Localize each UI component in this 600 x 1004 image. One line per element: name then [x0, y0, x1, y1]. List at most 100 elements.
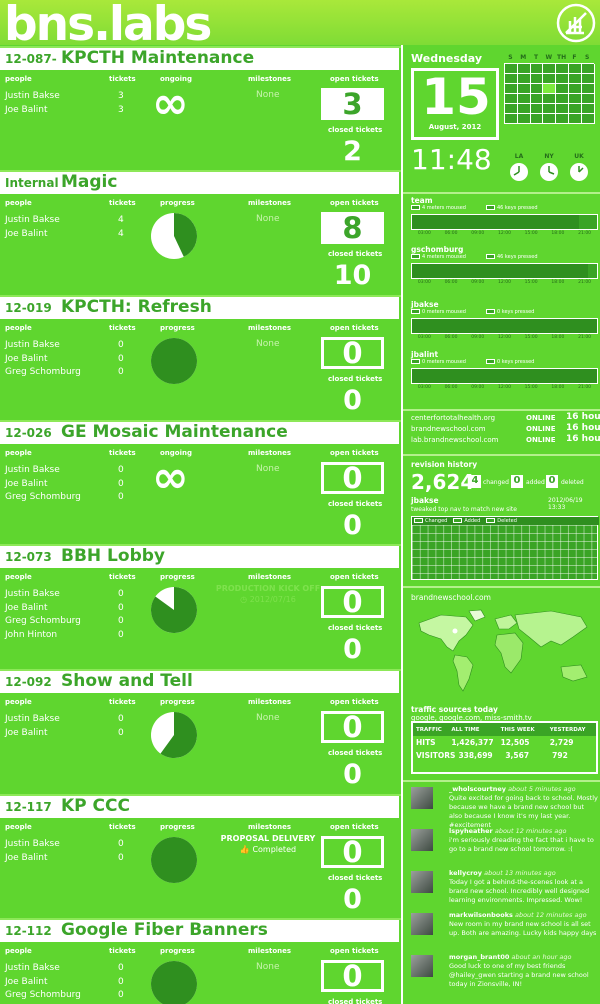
project-card[interactable]: 12-073 BBH Lobby people tickets progress mile…	[0, 544, 401, 668]
tweet-user[interactable]: morgan_brant00	[449, 953, 510, 961]
activity-chart: 4 meters moused 46 keys pressed 03:00 06:00…	[411, 251, 598, 285]
project-title-bar[interactable]: 12-112 Google Fiber Banners	[0, 920, 399, 942]
calendar-cell[interactable]	[530, 84, 544, 94]
calendar-cell[interactable]	[556, 94, 569, 104]
project-title-bar[interactable]: 12-019 KPCTH: Refresh	[0, 297, 399, 319]
open-tickets-box[interactable]: 0	[321, 462, 384, 494]
project-card[interactable]: 12-026 GE Mosaic Maintenance people tickets…	[0, 420, 401, 544]
project-card[interactable]: 12-112 Google Fiber Banners people tickets p…	[0, 918, 401, 1004]
calendar-cell[interactable]	[517, 64, 531, 74]
calendar-cell[interactable]	[581, 114, 595, 124]
tweet[interactable]: lspyheather about 12 minutes ago i'm seri…	[411, 827, 598, 869]
tweet-user[interactable]: kellycroy	[449, 869, 483, 877]
project-title-bar[interactable]: 12-087- KPCTH Maintenance	[0, 48, 399, 70]
calendar-cell[interactable]	[530, 104, 544, 114]
project-title-bar[interactable]: 12-117 KP CCC	[0, 796, 399, 818]
time-scale: 03:00 06:00 09:00 12:00 15:00 18:00 21:00	[411, 335, 598, 340]
calendar-cell[interactable]	[556, 84, 569, 94]
project-card[interactable]: Internal Magic people tickets progress milest…	[0, 170, 401, 294]
calendar-cell[interactable]	[581, 64, 595, 74]
calendar-cell[interactable]	[543, 104, 557, 114]
calendar-cell[interactable]	[543, 84, 557, 94]
avatar[interactable]	[411, 829, 433, 851]
calendar-cell[interactable]	[556, 114, 569, 124]
project-card[interactable]: 12-019 KPCTH: Refresh people tickets progres…	[0, 295, 401, 419]
open-tickets-box[interactable]: 0	[321, 586, 384, 618]
calendar-cell[interactable]	[543, 114, 557, 124]
calendar-cell[interactable]	[517, 74, 531, 84]
host-name: lab.brandnewschool.com	[411, 436, 499, 444]
time-tick: 03:00	[417, 280, 431, 285]
tickets-label: tickets	[109, 947, 136, 955]
calendar-cell[interactable]	[530, 74, 544, 84]
calendar-cell[interactable]	[543, 94, 557, 104]
calendar-weekday: F	[572, 54, 577, 61]
calendar-cell[interactable]	[581, 104, 595, 114]
calendar-cell[interactable]	[568, 94, 582, 104]
calendar-cell[interactable]	[505, 64, 518, 74]
tweet[interactable]: kellycroy about 13 minutes ago Today I go…	[411, 869, 598, 911]
project-title-bar[interactable]: 12-073 BBH Lobby	[0, 546, 399, 568]
calendar-cell[interactable]	[568, 114, 582, 124]
calendar-cell[interactable]	[556, 104, 569, 114]
avatar[interactable]	[411, 913, 433, 935]
calendar-cell[interactable]	[505, 94, 518, 104]
calendar-cell[interactable]	[581, 94, 595, 104]
tweet-user[interactable]: markwilsonbooks	[449, 911, 513, 919]
calendar-cell[interactable]	[581, 84, 595, 94]
host-row[interactable]: lab.brandnewschool.com ONLINE 16 hours	[411, 434, 600, 445]
calendar-cell[interactable]	[517, 94, 531, 104]
calendar-cell[interactable]	[530, 64, 544, 74]
divider	[403, 586, 600, 588]
calendar-cell[interactable]	[568, 64, 582, 74]
meters-moused: 0 meters moused	[422, 309, 466, 315]
avatar[interactable]	[411, 787, 433, 809]
project-card[interactable]: 12-117 KP CCC people tickets progress milesto…	[0, 794, 401, 918]
calendar-cell[interactable]	[517, 104, 531, 114]
calendar-cell[interactable]	[505, 84, 518, 94]
keys-pressed: 0 keys pressed	[496, 359, 535, 365]
milestone-sub: Completed	[252, 845, 297, 854]
person-name: Justin Bakse	[5, 91, 60, 101]
tweet[interactable]: morgan_brant00 about an hour ago Good luc…	[411, 953, 598, 995]
host-row[interactable]: brandnewschool.com ONLINE 16 hours	[411, 423, 600, 434]
heatmap-legend-item: Deleted	[486, 518, 517, 524]
project-title-bar[interactable]: Internal Magic	[0, 172, 399, 194]
calendar-cell[interactable]	[517, 114, 531, 124]
logo[interactable]: bns.labs	[4, 0, 212, 52]
tweet-user[interactable]: lspyheather	[449, 827, 493, 835]
calendar-cell[interactable]	[568, 104, 582, 114]
open-tickets-box[interactable]: 3	[321, 88, 384, 120]
calendar-cell[interactable]	[505, 74, 518, 84]
open-tickets-box[interactable]: 8	[321, 212, 384, 244]
site-name[interactable]: brandnewschool.com	[411, 593, 491, 602]
open-tickets-box[interactable]: 0	[321, 711, 384, 743]
calendar-cell[interactable]	[568, 74, 582, 84]
project-card[interactable]: 12-092 Show and Tell people tickets progress…	[0, 669, 401, 793]
project-card[interactable]: 12-087- KPCTH Maintenance people tickets ong…	[0, 46, 401, 170]
calendar-cell[interactable]	[581, 74, 595, 84]
open-tickets-box[interactable]: 0	[321, 960, 384, 992]
tweet-user[interactable]: _wholscourtney	[449, 785, 506, 793]
calendar-cell[interactable]	[505, 114, 518, 124]
calendar-cell[interactable]	[543, 74, 557, 84]
tweet[interactable]: markwilsonbooks about 12 minutes ago New …	[411, 911, 598, 953]
calendar-cell[interactable]	[556, 74, 569, 84]
calendar-cell[interactable]	[505, 104, 518, 114]
calendar-cell[interactable]	[530, 114, 544, 124]
project-title-bar[interactable]: 12-092 Show and Tell	[0, 671, 399, 693]
host-row[interactable]: centerfortotalhealth.org ONLINE 16 hours	[411, 412, 600, 423]
calendar-cell[interactable]	[543, 64, 557, 74]
calendar-cell[interactable]	[517, 84, 531, 94]
avatar[interactable]	[411, 955, 433, 977]
people-list: Justin Bakse Joe Balint Greg Schomburg	[5, 962, 81, 1003]
tweet[interactable]: _wholscourtney about 5 minutes ago Quite …	[411, 785, 598, 829]
open-tickets-box[interactable]: 0	[321, 836, 384, 868]
project-title-bar[interactable]: 12-026 GE Mosaic Maintenance	[0, 422, 399, 444]
open-tickets-box[interactable]: 0	[321, 337, 384, 369]
calendar-cell[interactable]	[556, 64, 569, 74]
progress-pie	[151, 961, 197, 1004]
calendar-cell[interactable]	[568, 84, 582, 94]
avatar[interactable]	[411, 871, 433, 893]
calendar-cell[interactable]	[530, 94, 544, 104]
